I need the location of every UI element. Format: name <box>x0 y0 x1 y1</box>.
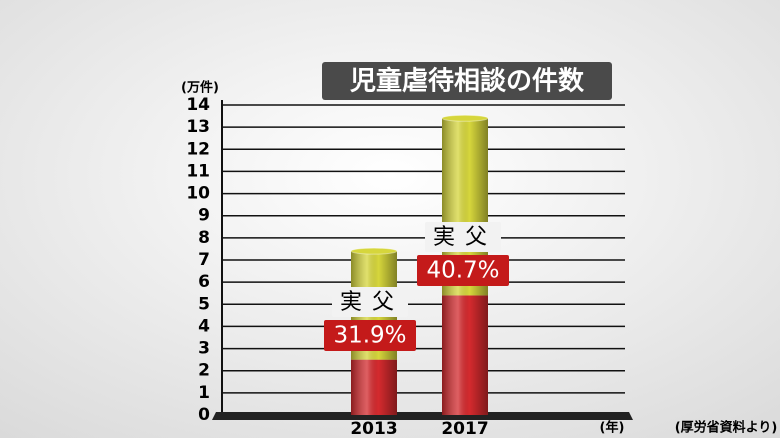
chart-title: 児童虐待相談の件数 <box>350 66 585 97</box>
y-tick-label: 9 <box>198 206 210 226</box>
y-tick-label: 10 <box>186 184 210 204</box>
y-tick-label: 4 <box>198 316 210 336</box>
title-box <box>322 62 612 100</box>
y-tick-label: 14 <box>186 95 210 115</box>
y-tick-label: 1 <box>198 383 210 403</box>
annotation-text: 実父 <box>433 225 497 250</box>
y-tick-label: 5 <box>198 294 210 314</box>
bar-shade <box>351 359 397 415</box>
source: (厚労省資料より) <box>675 420 778 436</box>
y-tick-label: 11 <box>186 161 210 181</box>
annotation-box <box>332 287 408 317</box>
y-tick-label: 12 <box>186 139 210 159</box>
y-tick-label: 8 <box>198 228 210 248</box>
y-tick-label: 6 <box>198 272 210 292</box>
y-tick-label: 0 <box>198 405 210 425</box>
y-tick-label: 13 <box>186 117 210 137</box>
annotation-text: 実父 <box>340 290 404 315</box>
annotation-box <box>425 222 501 252</box>
annotation-share: 40.7% <box>426 258 499 284</box>
x-unit: (年) <box>600 420 625 436</box>
y-unit: (万件) <box>181 80 219 96</box>
annotation-share: 31.9% <box>333 323 406 349</box>
bar-top <box>350 247 398 255</box>
bar-shade <box>442 295 488 415</box>
floor <box>212 412 633 420</box>
x-tick-label: 2013 <box>350 419 397 438</box>
annotation-share-box <box>417 255 509 286</box>
annotation-share-box <box>324 320 416 351</box>
x-tick-label: 2017 <box>441 419 488 438</box>
bar-top <box>441 114 489 122</box>
y-tick-label: 2 <box>198 361 210 381</box>
y-tick-label: 3 <box>198 339 210 359</box>
y-tick-label: 7 <box>198 250 210 270</box>
